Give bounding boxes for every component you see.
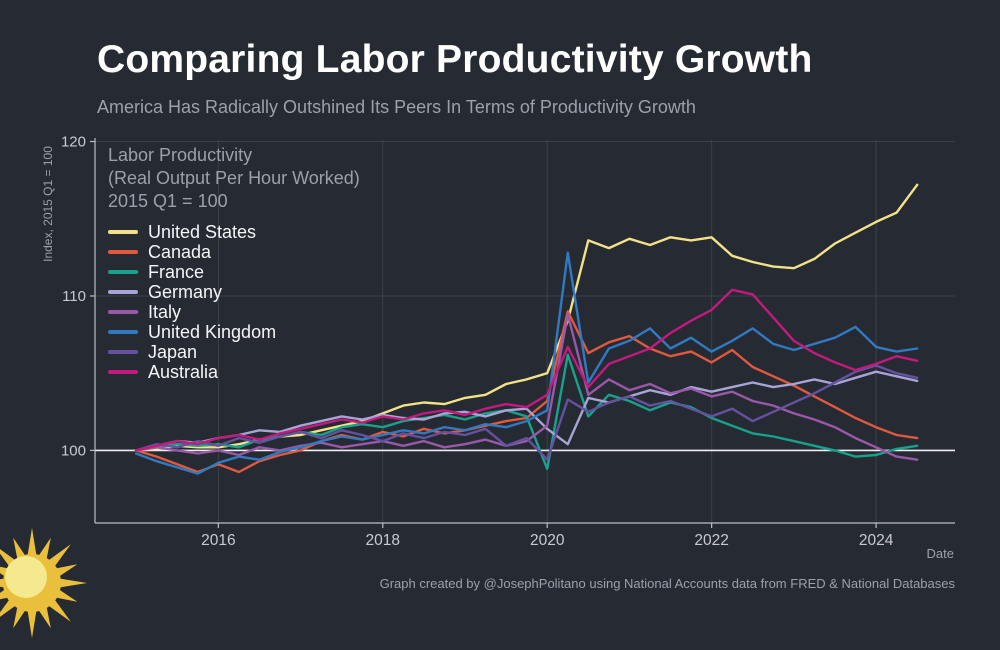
legend-item-united-kingdom: United Kingdom xyxy=(108,322,360,342)
germany-line-swatch xyxy=(108,290,138,294)
australia-line-swatch xyxy=(108,370,138,374)
united-kingdom-line-swatch xyxy=(108,330,138,334)
x-axis-title: Date xyxy=(926,546,954,561)
legend-item-canada: Canada xyxy=(108,242,360,262)
sun-ray xyxy=(38,605,51,629)
legend-item-united-states: United States xyxy=(108,222,360,242)
series-line-australia xyxy=(134,288,919,452)
page-title: Comparing Labor Productivity Growth xyxy=(97,38,813,81)
sun-ray xyxy=(47,598,71,622)
legend-label: Australia xyxy=(148,361,219,382)
y-tick-label: 120 xyxy=(61,134,86,151)
page-subtitle: America Has Radically Outshined Its Peer… xyxy=(97,97,696,117)
legend-item-japan: Japan xyxy=(108,342,360,362)
legend-label: United Kingdom xyxy=(148,321,277,342)
legend-subtitle: (Real Output Per Hour Worked) xyxy=(108,168,360,188)
chart-legend: Labor Productivity (Real Output Per Hour… xyxy=(108,144,360,382)
legend-item-france: France xyxy=(108,262,360,282)
canada-line-swatch xyxy=(108,250,138,254)
sun-ray xyxy=(54,589,78,602)
legend-item-germany: Germany xyxy=(108,282,360,302)
sun-highlight xyxy=(5,556,47,598)
y-tick-label: 110 xyxy=(62,288,86,305)
x-tick-label: 2022 xyxy=(694,532,728,549)
sun-logo xyxy=(0,528,87,638)
series-line-italy xyxy=(134,313,919,461)
series-line-germany xyxy=(134,370,919,452)
series-line-japan xyxy=(134,364,919,461)
sun-ray xyxy=(54,564,78,577)
legend-label: Japan xyxy=(148,341,198,362)
x-tick-label: 2016 xyxy=(201,532,235,549)
legend-baseline-note: 2015 Q1 = 100 xyxy=(108,191,228,211)
legend-label: United States xyxy=(148,221,257,242)
sun-ray xyxy=(38,537,51,561)
united-states-line-swatch xyxy=(108,230,138,234)
legend-label: Canada xyxy=(148,241,212,262)
y-tick-label: 100 xyxy=(61,442,86,459)
sun-ray xyxy=(13,537,26,561)
italy-line-swatch xyxy=(108,310,138,314)
japan-line-swatch xyxy=(108,350,138,354)
sun-ray xyxy=(27,609,37,638)
sun-ray xyxy=(13,605,26,629)
credit-line: Graph created by @JosephPolitano using N… xyxy=(379,576,955,591)
legend-items: United States Canada France Germany Ital… xyxy=(108,222,360,382)
legend-label: Italy xyxy=(148,301,182,322)
legend-item-italy: Italy xyxy=(108,302,360,322)
sun-ray xyxy=(27,528,37,557)
x-tick-label: 2020 xyxy=(530,532,565,549)
legend-label: France xyxy=(148,261,205,282)
x-tick-label: 2024 xyxy=(859,532,894,549)
legend-title: Labor Productivity xyxy=(108,145,253,165)
sun-ray xyxy=(58,578,87,588)
series-line-united-kingdom xyxy=(134,251,919,475)
sun-ray xyxy=(47,544,71,568)
legend-item-australia: Australia xyxy=(108,362,360,382)
x-tick-label: 2018 xyxy=(366,532,400,549)
france-line-swatch xyxy=(108,270,138,274)
legend-label: Germany xyxy=(148,281,223,302)
y-axis-title: Index, 2015 Q1 = 100 xyxy=(41,146,55,262)
